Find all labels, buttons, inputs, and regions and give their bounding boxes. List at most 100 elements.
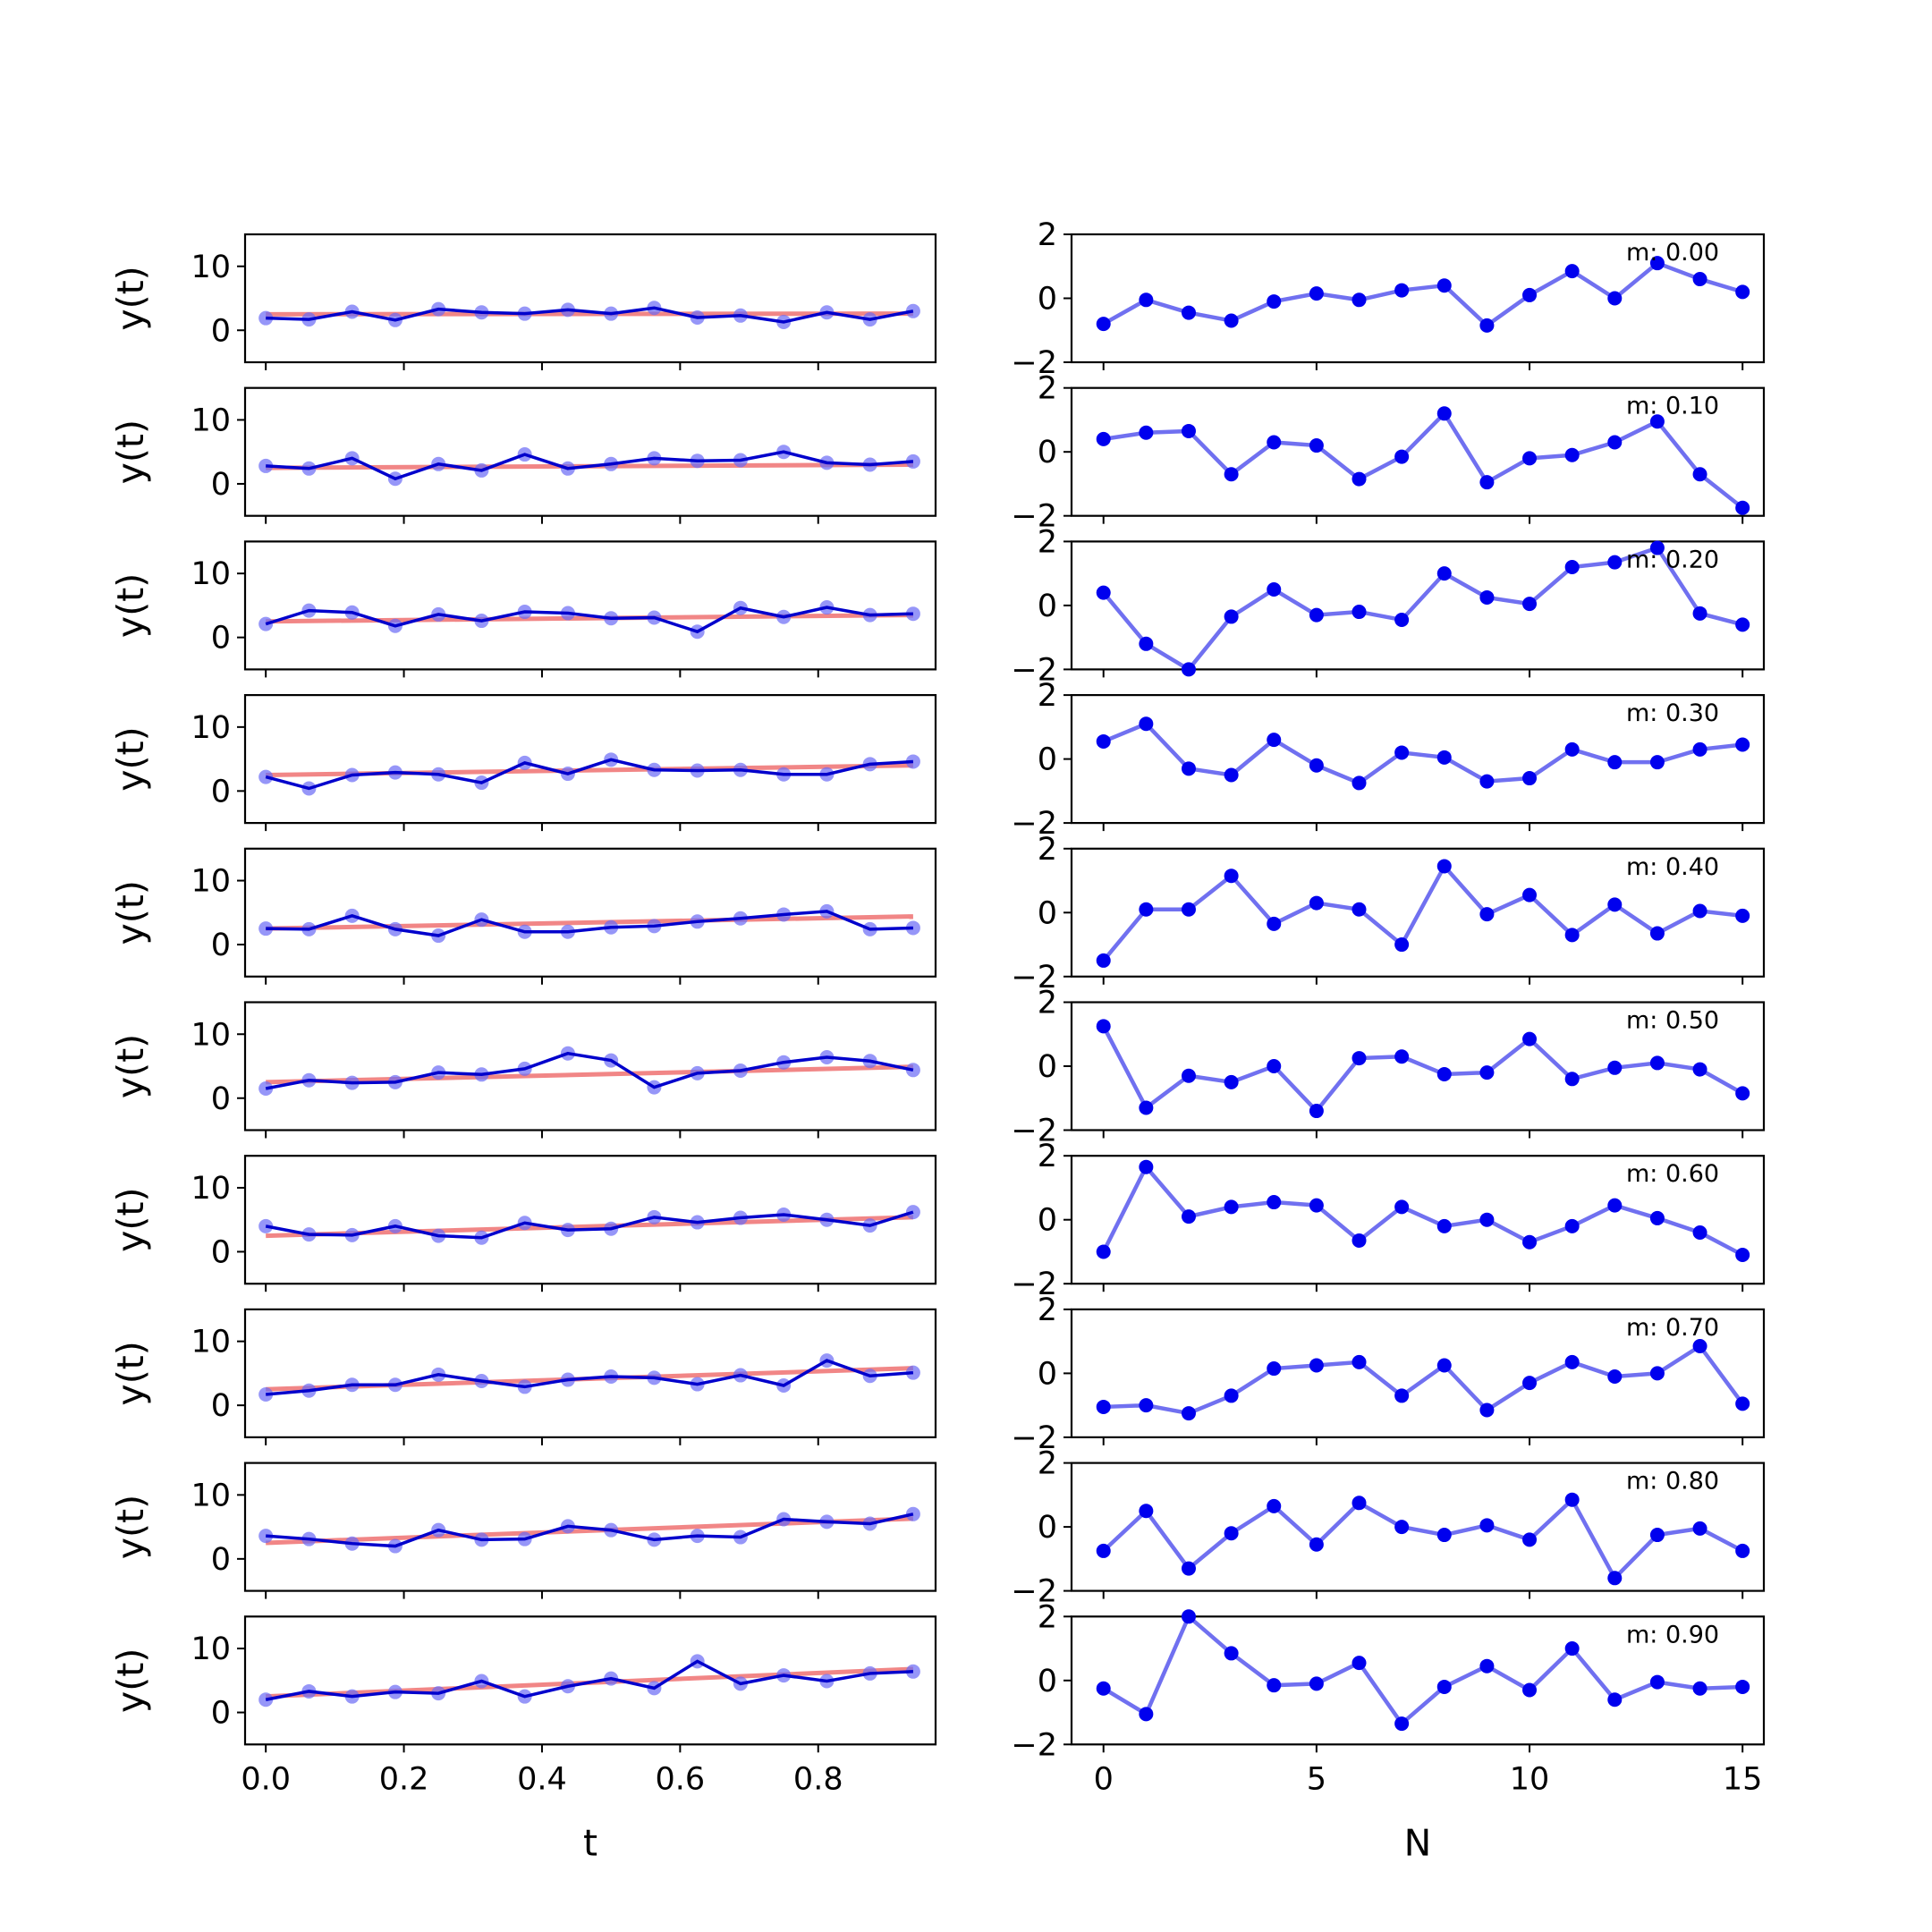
right-ytick-label: −2 — [1011, 1267, 1057, 1302]
right-data-point — [1564, 1641, 1580, 1657]
right-ytick-label: 0 — [1038, 282, 1057, 318]
right-ytick-label: 0 — [1038, 1356, 1057, 1392]
left-data-line — [266, 306, 914, 324]
right-data-point — [1267, 582, 1282, 597]
left-ytick-label: 0 — [211, 467, 231, 503]
right-m-annotation: m: 0.90 — [1626, 1621, 1719, 1648]
right-data-point — [1139, 1707, 1154, 1722]
left-ytick-label: 0 — [211, 621, 231, 657]
right-axes-frame — [1070, 1615, 1766, 1746]
right-data-point — [1096, 1399, 1111, 1414]
left-ytick-label: 0 — [211, 1388, 231, 1424]
right-m-annotation: m: 0.00 — [1626, 239, 1719, 267]
right-ytick-label: 2 — [1038, 678, 1057, 714]
right-ytick-label: 2 — [1038, 217, 1057, 253]
left-clipped-n-label: N — [919, 592, 962, 620]
right-data-point — [1649, 1210, 1665, 1225]
left-axes-frame — [243, 1001, 937, 1131]
left-panel-0: N 0 10 y(t) — [109, 233, 962, 370]
right-data-point — [1309, 1104, 1324, 1119]
right-data-point — [1607, 1571, 1623, 1586]
right-data-point — [1735, 737, 1750, 752]
right-data-line — [1101, 862, 1743, 962]
right-data-point — [1352, 1233, 1367, 1248]
right-ytick-label: 0 — [1038, 1049, 1057, 1085]
right-data-point — [1692, 606, 1707, 621]
right-m-annotation: m: 0.30 — [1626, 699, 1719, 727]
right-data-point — [1096, 1543, 1111, 1558]
right-data-point — [1692, 1339, 1707, 1354]
right-m-annotation: m: 0.40 — [1626, 853, 1719, 881]
right-data-point — [1649, 540, 1665, 555]
left-clipped-n-label: N — [919, 1053, 962, 1080]
right-xlabel: N — [1404, 1821, 1432, 1864]
right-data-point — [1649, 1674, 1665, 1690]
right-data-point — [1522, 1031, 1538, 1046]
right-data-point — [1394, 1199, 1410, 1215]
right-data-point — [1267, 1498, 1282, 1513]
right-ytick-label: 0 — [1038, 1203, 1057, 1239]
right-data-point — [1309, 607, 1324, 623]
left-panel-2: N 0 10 y(t) — [109, 540, 962, 678]
left-ytick-label: 0 — [211, 313, 231, 349]
right-data-point — [1436, 278, 1452, 293]
left-data-line — [265, 1051, 914, 1090]
right-axes-frame — [1070, 693, 1766, 825]
right-data-point — [1607, 897, 1623, 912]
right-data-point — [1735, 1396, 1750, 1411]
right-data-point — [1522, 1682, 1538, 1698]
left-fit-line — [266, 1215, 913, 1239]
right-data-point — [1394, 1388, 1410, 1403]
right-data-point — [1181, 305, 1196, 320]
left-ylabel: y(t) — [109, 266, 152, 330]
right-data-line — [1102, 1496, 1744, 1582]
right-data-point — [1096, 431, 1111, 446]
right-data-point — [1735, 1086, 1750, 1101]
right-data-point — [1564, 1492, 1580, 1507]
left-ylabel: y(t) — [109, 573, 152, 638]
right-data-point — [1139, 292, 1154, 308]
right-axes-frame — [1070, 386, 1766, 517]
left-fit-line — [266, 311, 913, 317]
right-xtick-label: 15 — [1723, 1761, 1763, 1797]
right-panel-6: −2 0 2 m: 0.60 — [1011, 1139, 1766, 1302]
right-panel-5: −2 0 2 m: 0.50 — [1011, 986, 1766, 1149]
right-data-point — [1522, 1234, 1538, 1250]
left-clipped-n-label: N — [919, 1206, 962, 1233]
right-ytick-label: 2 — [1038, 832, 1057, 868]
right-data-point — [1181, 761, 1196, 776]
right-data-point — [1649, 1366, 1665, 1381]
right-panel-3: −2 0 2 m: 0.30 — [1011, 678, 1766, 842]
left-clipped-n-label: N — [919, 438, 962, 466]
right-data-point — [1735, 1679, 1750, 1694]
right-ytick-label: 2 — [1038, 1599, 1057, 1635]
right-data-point — [1267, 294, 1282, 309]
right-data-point — [1436, 1066, 1452, 1081]
left-clipped-n-label: N — [919, 1666, 962, 1694]
right-data-line — [1102, 1613, 1743, 1727]
left-data-line — [265, 1659, 913, 1701]
right-data-line — [1101, 545, 1743, 673]
right-data-point — [1224, 767, 1239, 783]
left-ytick-label: 0 — [211, 1081, 231, 1117]
right-data-point — [1394, 745, 1410, 760]
right-data-point — [1436, 1218, 1452, 1233]
right-data-point — [1224, 1526, 1239, 1541]
right-data-point — [1479, 1402, 1495, 1418]
right-data-point — [1224, 1074, 1239, 1089]
left-clipped-n-label: N — [919, 899, 962, 927]
right-data-point — [1607, 1368, 1623, 1384]
left-data-line — [266, 1513, 914, 1548]
left-data-line — [265, 1210, 914, 1240]
left-ylabel: y(t) — [109, 880, 152, 945]
right-panel-9: −2 0 2 0 5 10 15 m: 0.90 — [1011, 1599, 1766, 1797]
left-panel-4: N 0 10 y(t) — [109, 847, 962, 985]
right-ytick-label: 0 — [1038, 435, 1057, 470]
right-data-point — [1692, 1062, 1707, 1077]
right-data-line — [1102, 260, 1743, 328]
right-ytick-label: −2 — [1011, 345, 1057, 381]
right-data-point — [1352, 605, 1367, 620]
right-data-point — [1522, 597, 1538, 612]
right-ytick-label: 2 — [1038, 524, 1057, 560]
right-m-annotation: m: 0.50 — [1626, 1007, 1719, 1035]
